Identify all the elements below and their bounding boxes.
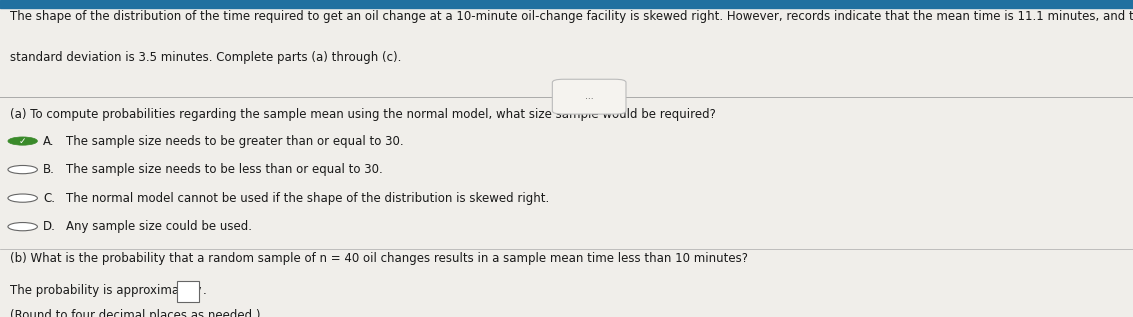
Text: (Round to four decimal places as needed.): (Round to four decimal places as needed.… [10, 309, 261, 317]
Text: The probability is approximately: The probability is approximately [10, 284, 202, 297]
Text: A.: A. [43, 134, 54, 148]
Text: The normal model cannot be used if the shape of the distribution is skewed right: The normal model cannot be used if the s… [66, 191, 550, 205]
Circle shape [8, 165, 37, 174]
Circle shape [8, 194, 37, 202]
Text: D.: D. [43, 220, 56, 233]
Text: The sample size needs to be greater than or equal to 30.: The sample size needs to be greater than… [66, 134, 403, 148]
Text: The sample size needs to be less than or equal to 30.: The sample size needs to be less than or… [66, 163, 383, 176]
Text: (b) What is the probability that a random sample of n = 40 oil changes results i: (b) What is the probability that a rando… [10, 252, 748, 265]
Text: ...: ... [585, 92, 594, 101]
Bar [0, 0, 1133, 8]
Text: standard deviation is 3.5 minutes. Complete parts (a) through (c).: standard deviation is 3.5 minutes. Compl… [10, 51, 401, 64]
Text: .: . [203, 284, 206, 297]
Text: C.: C. [43, 191, 56, 205]
Text: (a) To compute probabilities regarding the sample mean using the normal model, w: (a) To compute probabilities regarding t… [10, 108, 716, 121]
FancyBboxPatch shape [553, 79, 625, 114]
Text: ✓: ✓ [19, 137, 26, 146]
Text: Any sample size could be used.: Any sample size could be used. [66, 220, 252, 233]
Text: B.: B. [43, 163, 54, 176]
Circle shape [8, 223, 37, 231]
Text: The shape of the distribution of the time required to get an oil change at a 10-: The shape of the distribution of the tim… [10, 10, 1133, 23]
FancyBboxPatch shape [177, 281, 199, 302]
Circle shape [8, 137, 37, 145]
